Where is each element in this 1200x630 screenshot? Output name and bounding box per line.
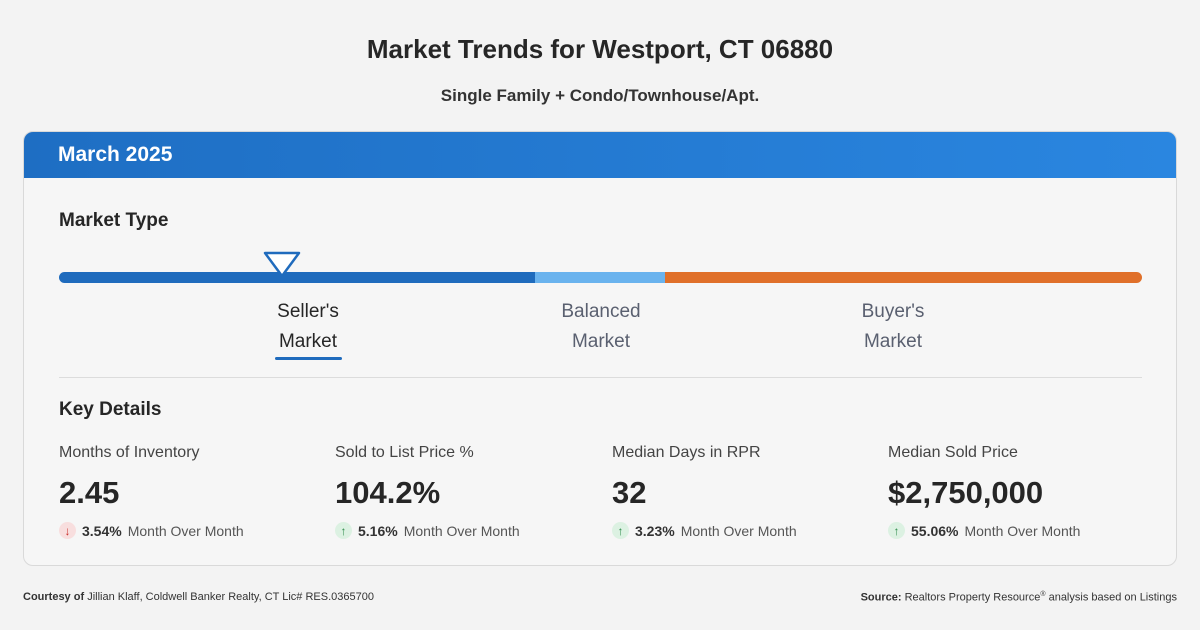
card-header-month: March 2025 xyxy=(24,132,1176,178)
change-percent: 3.23% xyxy=(635,522,675,539)
bar-segment-balanced xyxy=(535,272,665,283)
stat-change: ↑ 3.23% Month Over Month xyxy=(612,522,872,539)
arrow-up-icon: ↑ xyxy=(888,522,905,539)
stat-sold-to-list-price: Sold to List Price % 104.2% ↑ 5.16% Mont… xyxy=(335,444,595,539)
market-label-balanced-line2: Market xyxy=(571,331,631,352)
market-type-bar xyxy=(59,272,1142,283)
change-percent: 5.16% xyxy=(358,522,398,539)
section-divider xyxy=(59,377,1142,378)
stat-value: $2,750,000 xyxy=(888,475,1044,510)
stat-label: Median Sold Price xyxy=(888,444,1018,461)
market-label-seller-line1: Seller's xyxy=(277,301,339,322)
market-label-buyer-line1: Buyer's xyxy=(861,301,925,322)
market-label-seller-line2: Market xyxy=(278,331,338,352)
market-label-buyer-line2: Market xyxy=(863,331,923,352)
stat-median-days-in-rpr: Median Days in RPR 32 ↑ 3.23% Month Over… xyxy=(612,444,872,539)
bar-segment-seller xyxy=(59,272,535,283)
stat-value: 2.45 xyxy=(59,475,120,510)
footer-courtesy-label: Courtesy of xyxy=(23,591,85,603)
change-period: Month Over Month xyxy=(680,522,797,539)
market-label-balanced: Balanced Market xyxy=(521,297,681,357)
registered-mark: ® xyxy=(1040,591,1046,598)
change-period: Month Over Month xyxy=(127,522,244,539)
stat-label: Months of Inventory xyxy=(59,444,200,461)
page-title: Market Trends for Westport, CT 06880 xyxy=(366,34,834,64)
market-label-buyer: Buyer's Market xyxy=(813,297,973,357)
stat-change: ↓ 3.54% Month Over Month xyxy=(59,522,319,539)
footer-source-label: Source: xyxy=(860,591,902,604)
market-indicator-icon xyxy=(263,251,301,278)
bar-segment-buyer xyxy=(665,272,1142,283)
stat-median-sold-price: Median Sold Price $2,750,000 ↑ 55.06% Mo… xyxy=(888,444,1148,539)
footer-courtesy-text: Jillian Klaff, Coldwell Banker Realty, C… xyxy=(87,591,374,603)
page-subtitle: Single Family + Condo/Townhouse/Apt. xyxy=(440,86,760,105)
stat-value: 32 xyxy=(612,475,647,510)
stat-months-of-inventory: Months of Inventory 2.45 ↓ 3.54% Month O… xyxy=(59,444,319,539)
change-percent: 55.06% xyxy=(911,522,959,539)
arrow-up-icon: ↑ xyxy=(335,522,352,539)
stat-change: ↑ 5.16% Month Over Month xyxy=(335,522,595,539)
market-label-balanced-line1: Balanced xyxy=(561,301,641,322)
arrow-down-icon: ↓ xyxy=(59,522,76,539)
footer-source: Source: Realtors Property Resource® anal… xyxy=(861,591,1177,604)
change-percent: 3.54% xyxy=(82,522,122,539)
stat-label: Median Days in RPR xyxy=(612,444,761,461)
stat-change: ↑ 55.06% Month Over Month xyxy=(888,522,1148,539)
footer-source-tail: analysis based on Listings xyxy=(1048,591,1177,604)
stat-label: Sold to List Price % xyxy=(335,444,474,461)
footer-source-text: Realtors Property Resource xyxy=(904,591,1041,604)
key-details-title: Key Details xyxy=(59,399,162,420)
stat-value: 104.2% xyxy=(335,475,441,510)
change-period: Month Over Month xyxy=(964,522,1081,539)
footer-courtesy: Courtesy of Jillian Klaff, Coldwell Bank… xyxy=(23,591,374,603)
arrow-up-icon: ↑ xyxy=(612,522,629,539)
change-period: Month Over Month xyxy=(403,522,520,539)
market-trends-card: March 2025 Market Type Seller's Market B… xyxy=(23,131,1177,566)
market-label-seller: Seller's Market xyxy=(228,297,388,357)
market-type-title: Market Type xyxy=(59,210,169,231)
selected-market-underline xyxy=(275,357,342,360)
